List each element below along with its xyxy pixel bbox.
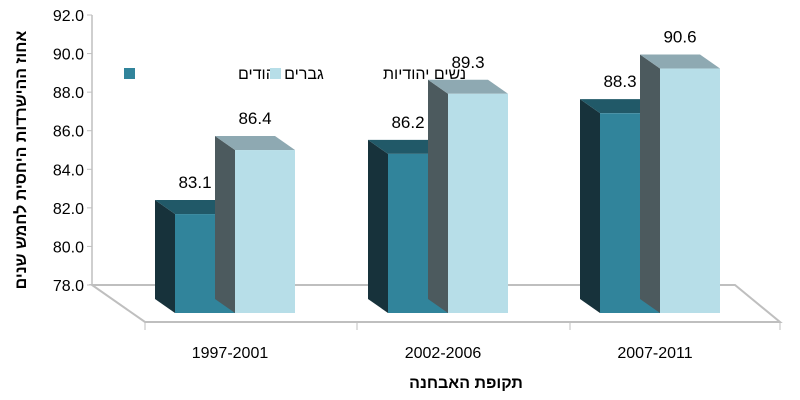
y-tick-label: 80.0 (53, 239, 84, 256)
bar (235, 150, 295, 313)
y-tick-label: 84.0 (53, 162, 84, 179)
y-axis-title: אחוז ההישרדות היחסית לחמש שנים (12, 31, 30, 290)
data-label: 86.4 (238, 109, 271, 128)
legend-label-women: נשים יהודיות (383, 66, 466, 83)
bar-side (580, 99, 600, 314)
y-tick-label: 82.0 (53, 201, 84, 218)
y-tick-label: 78.0 (53, 278, 84, 295)
bar-side (640, 54, 660, 314)
bar-top (428, 79, 508, 94)
bar-top (215, 136, 295, 151)
bar-top (640, 54, 720, 69)
bar-side (155, 200, 175, 313)
y-tick-label: 90.0 (53, 47, 84, 64)
x-axis-title: תקופת האבחנה (409, 375, 523, 392)
data-label: 90.6 (663, 28, 696, 47)
legend-swatch-women (270, 68, 281, 79)
legend-swatch-men (124, 68, 135, 79)
x-tick-label: 2002-2006 (405, 345, 482, 362)
bar (660, 68, 720, 313)
data-label: 89.3 (451, 53, 484, 72)
y-tick-label: 92.0 (53, 8, 84, 25)
bar-side (428, 79, 448, 313)
bar (448, 93, 508, 313)
y-tick-label: 88.0 (53, 85, 84, 102)
bar-side (215, 136, 235, 313)
bar-side (368, 139, 388, 313)
y-tick-label: 86.0 (53, 124, 84, 141)
data-label: 83.1 (178, 173, 211, 192)
data-label: 88.3 (603, 72, 636, 91)
x-tick-label: 1997-2001 (192, 345, 269, 362)
x-tick-label: 2007-2011 (617, 345, 692, 362)
data-label: 86.2 (391, 113, 424, 132)
